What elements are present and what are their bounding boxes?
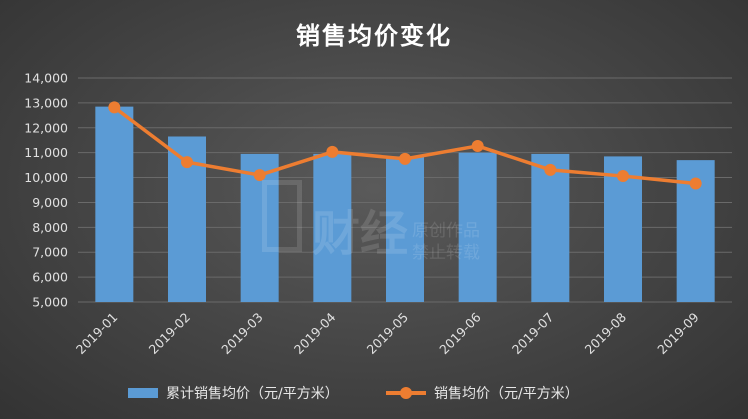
line-point[interactable] bbox=[544, 163, 557, 176]
line-point[interactable] bbox=[253, 169, 266, 182]
line-point[interactable] bbox=[326, 145, 339, 158]
line-series bbox=[108, 101, 702, 190]
line-point[interactable] bbox=[689, 177, 702, 190]
bar[interactable] bbox=[95, 106, 134, 302]
x-axis-ticks: 2019-01 2019-02 2019-03 2019-04 2019-05 2019-… bbox=[73, 309, 702, 357]
legend-item-line[interactable]: 销售均价（元/平方米） bbox=[386, 383, 579, 403]
x-tick-label: 2019-04 bbox=[291, 309, 339, 357]
x-tick-label: 2019-03 bbox=[218, 310, 266, 358]
y-tick-label: 5,000 bbox=[32, 295, 68, 310]
bar[interactable] bbox=[313, 153, 352, 302]
line-point[interactable] bbox=[617, 170, 629, 183]
legend-line-swatch-icon bbox=[386, 387, 426, 399]
x-tick-label: 2019-06 bbox=[436, 309, 484, 357]
bar[interactable] bbox=[531, 153, 570, 302]
y-tick-label: 8,000 bbox=[32, 220, 68, 235]
bar[interactable] bbox=[386, 156, 424, 302]
y-tick-label: 12,000 bbox=[24, 120, 68, 135]
legend-item-bar[interactable]: 累计销售均价（元/平方米） bbox=[128, 383, 339, 403]
y-tick-label: 13,000 bbox=[24, 95, 68, 110]
line-point[interactable] bbox=[108, 101, 121, 114]
y-tick-label: 9,000 bbox=[32, 195, 68, 210]
x-tick-label: 2019-05 bbox=[364, 310, 412, 358]
x-tick-label: 2019-09 bbox=[654, 309, 702, 357]
line-point[interactable] bbox=[181, 156, 193, 169]
y-tick-label: 7,000 bbox=[32, 245, 68, 260]
legend-bar-label: 累计销售均价（元/平方米） bbox=[166, 386, 339, 402]
line-point[interactable] bbox=[471, 139, 484, 152]
y-axis-ticks: 5,000 6,000 7,000 8,000 9,000 10,000 11,000 12,… bbox=[24, 71, 68, 310]
legend-bar-swatch-icon bbox=[128, 388, 158, 398]
x-tick-label: 2019-07 bbox=[509, 310, 557, 358]
chart-title: 销售均价变化 bbox=[296, 22, 452, 50]
bar[interactable] bbox=[458, 152, 497, 302]
legend-line-label: 销售均价（元/平方米） bbox=[434, 386, 579, 402]
x-tick-label: 2019-02 bbox=[146, 310, 194, 358]
bar-series bbox=[95, 106, 715, 302]
y-tick-label: 10,000 bbox=[24, 170, 68, 185]
line-point[interactable] bbox=[399, 152, 411, 165]
y-tick-label: 11,000 bbox=[24, 145, 68, 160]
y-tick-label: 6,000 bbox=[32, 270, 68, 285]
y-tick-label: 14,000 bbox=[24, 71, 68, 86]
x-tick-label: 2019-08 bbox=[582, 309, 630, 357]
x-tick-label: 2019-01 bbox=[73, 310, 121, 358]
